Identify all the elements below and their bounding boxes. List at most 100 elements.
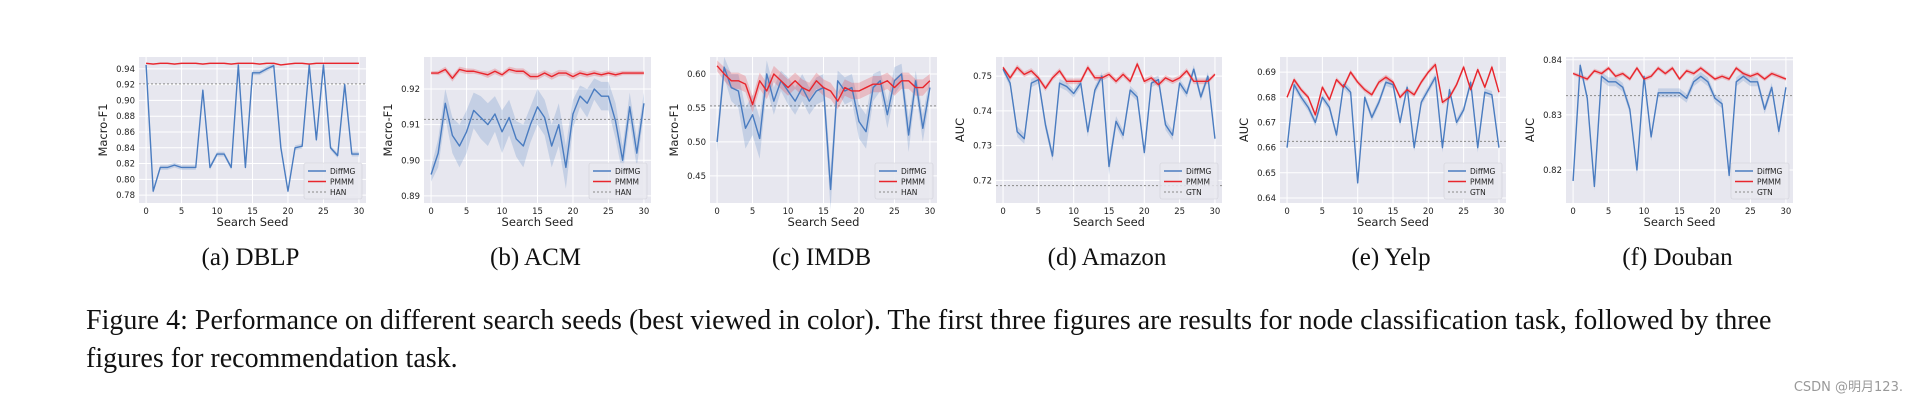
x-tick-label: 5 bbox=[464, 207, 469, 217]
legend-label-pmmm: PMMM bbox=[1470, 178, 1494, 187]
y-axis-label: AUC bbox=[953, 118, 967, 142]
subcaption-d: (d) Amazon bbox=[1048, 244, 1167, 271]
x-tick-label: 10 bbox=[1639, 207, 1650, 217]
legend-label-diffmg: DiffMG bbox=[901, 167, 926, 176]
x-tick-label: 10 bbox=[212, 207, 223, 217]
x-tick-label: 0 bbox=[1000, 207, 1005, 217]
x-tick-label: 0 bbox=[1570, 207, 1575, 217]
series-pmmm-line bbox=[146, 62, 359, 66]
y-tick-label: 0.90 bbox=[401, 156, 420, 166]
figure-caption: Figure 4: Performance on different searc… bbox=[86, 305, 1772, 374]
x-tick-label: 30 bbox=[1780, 207, 1791, 217]
x-tick-label: 25 bbox=[1745, 207, 1756, 217]
x-tick-label: 5 bbox=[750, 207, 755, 217]
series-pmmm-line bbox=[1572, 67, 1787, 80]
legend-box bbox=[588, 162, 648, 200]
x-tick-label: 30 bbox=[1210, 207, 1221, 217]
x-tick-label: 30 bbox=[353, 207, 364, 217]
x-tick-label: 15 bbox=[1388, 207, 1399, 217]
x-tick-label: 10 bbox=[783, 207, 794, 217]
subcaption-a: (a) DBLP bbox=[202, 244, 300, 271]
series-pmmm-band bbox=[1287, 62, 1499, 118]
series-diffmg-line bbox=[1572, 64, 1787, 188]
series-pmmm-line bbox=[716, 65, 931, 106]
y-tick-label: 0.60 bbox=[687, 70, 706, 80]
y-tick-label: 0.92 bbox=[116, 81, 135, 91]
y-tick-label: 0.80 bbox=[116, 175, 135, 185]
y-tick-label: 0.50 bbox=[687, 138, 706, 148]
y-tick-label: 0.73 bbox=[973, 142, 992, 152]
y-tick-label: 0.92 bbox=[401, 85, 420, 95]
x-tick-label: 15 bbox=[247, 207, 258, 217]
legend-label-diffmg: DiffMG bbox=[1186, 167, 1211, 176]
chart-f: 0.82 0.83 0.84 0 5 10 15 20 25 30 Search Seed AUC Di… bbox=[1523, 56, 1793, 271]
legend-box bbox=[1159, 162, 1219, 200]
series-diffmg-band bbox=[1003, 64, 1215, 176]
chart-b: 0.89 0.90 0.91 0.92 0 5 10 15 20 25 30 Search Seed M… bbox=[381, 57, 651, 271]
x-tick-label: 20 bbox=[854, 207, 865, 217]
legend-label-pmmm: PMMM bbox=[330, 178, 354, 187]
x-tick-label: 30 bbox=[924, 207, 935, 217]
y-tick-label: 0.82 bbox=[1543, 166, 1562, 176]
y-axis-label: Macro-F1 bbox=[667, 103, 681, 156]
series-pmmm-line bbox=[1286, 63, 1500, 116]
y-tick-label: 0.91 bbox=[401, 121, 420, 131]
series-diffmg-band bbox=[717, 57, 930, 210]
x-tick-label: 5 bbox=[1036, 207, 1041, 217]
chart-c: 0.45 0.50 0.55 0.60 0 5 10 15 20 25 30 Search Seed M… bbox=[667, 57, 937, 271]
series-diffmg-line bbox=[1002, 68, 1216, 168]
legend-box bbox=[1730, 162, 1790, 200]
series-pmmm-band bbox=[717, 60, 930, 113]
y-tick-label: 0.75 bbox=[973, 72, 992, 82]
y-tick-label: 0.94 bbox=[116, 65, 135, 75]
x-axis-label: Search Seed bbox=[788, 215, 860, 229]
chart-a: 0.78 0.80 0.82 0.84 0.86 0.88 0.90 0.92 0.94 0 5 10… bbox=[96, 57, 366, 271]
y-tick-label: 0.90 bbox=[116, 96, 135, 106]
x-tick-label: 30 bbox=[1494, 207, 1505, 217]
legend-box bbox=[303, 162, 363, 200]
x-tick-label: 0 bbox=[428, 207, 433, 217]
chart-d: 0.72 0.73 0.74 0.75 0 5 10 15 20 25 30 Search Seed A… bbox=[953, 57, 1222, 271]
y-tick-label: 0.88 bbox=[116, 112, 135, 122]
legend-box bbox=[874, 162, 934, 200]
x-tick-label: 20 bbox=[283, 207, 294, 217]
legend-label-han: HAN bbox=[330, 188, 346, 197]
subcaption-c: (c) IMDB bbox=[772, 244, 871, 271]
series-pmmm-band bbox=[1573, 65, 1786, 82]
chart-e: 0.64 0.65 0.66 0.67 0.68 0.69 0 5 10 15 20 25 30 Sear… bbox=[1237, 57, 1506, 271]
series-pmmm-line bbox=[431, 68, 644, 80]
legend-label-pmmm: PMMM bbox=[1757, 178, 1781, 187]
x-tick-label: 10 bbox=[1352, 207, 1363, 217]
y-tick-label: 0.68 bbox=[1257, 93, 1276, 103]
x-tick-label: 15 bbox=[1674, 207, 1685, 217]
x-axis-label: Search Seed bbox=[502, 215, 574, 229]
legend-label-gtn: GTN bbox=[1470, 188, 1486, 197]
legend-label-han: HAN bbox=[615, 188, 631, 197]
y-tick-label: 0.74 bbox=[973, 107, 992, 117]
x-tick-label: 20 bbox=[1139, 207, 1150, 217]
x-tick-label: 20 bbox=[1710, 207, 1721, 217]
x-axis-label: Search Seed bbox=[217, 215, 289, 229]
y-axis-label: Macro-F1 bbox=[381, 103, 395, 156]
x-axis-label: Search Seed bbox=[1073, 215, 1145, 229]
y-tick-label: 0.83 bbox=[1543, 111, 1562, 121]
x-tick-label: 5 bbox=[179, 207, 184, 217]
x-tick-label: 25 bbox=[603, 207, 614, 217]
y-tick-label: 0.67 bbox=[1257, 118, 1276, 128]
x-tick-label: 25 bbox=[1174, 207, 1185, 217]
y-tick-label: 0.65 bbox=[1257, 169, 1276, 179]
x-tick-label: 0 bbox=[143, 207, 148, 217]
x-tick-label: 25 bbox=[1458, 207, 1469, 217]
y-tick-label: 0.86 bbox=[116, 128, 135, 138]
legend-label-pmmm: PMMM bbox=[1186, 178, 1210, 187]
y-tick-label: 0.45 bbox=[687, 172, 706, 182]
x-tick-label: 5 bbox=[1606, 207, 1611, 217]
x-tick-label: 25 bbox=[889, 207, 900, 217]
series-diffmg-line bbox=[1286, 76, 1500, 184]
subcaption-b: (b) ACM bbox=[490, 244, 581, 271]
series-diffmg-line bbox=[430, 88, 645, 175]
legend-label-diffmg: DiffMG bbox=[1470, 167, 1495, 176]
y-tick-label: 0.82 bbox=[116, 160, 135, 170]
x-tick-label: 0 bbox=[714, 207, 719, 217]
